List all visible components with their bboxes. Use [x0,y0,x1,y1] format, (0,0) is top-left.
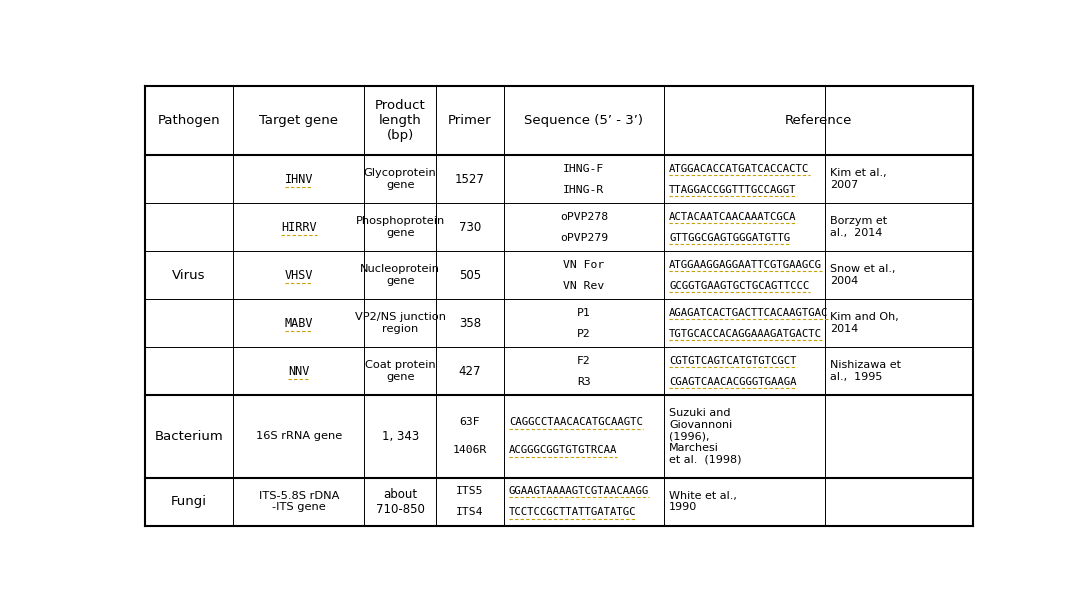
Text: GGAAGTAAAAGTCGTAACAAGG: GGAAGTAAAAGTCGTAACAAGG [509,486,649,496]
Text: TGTGCACCACAGGAAAGATGACTC: TGTGCACCACAGGAAAGATGACTC [669,329,822,339]
Text: Product
length
(bp): Product length (bp) [375,99,425,142]
Text: R3: R3 [577,377,591,386]
Text: VN Rev: VN Rev [564,281,605,291]
Text: Virus: Virus [172,269,206,282]
Text: Nucleoprotein
gene: Nucleoprotein gene [360,264,440,286]
Text: HIRRV: HIRRV [281,221,317,234]
Text: ITS-5.8S rDNA
-ITS gene: ITS-5.8S rDNA -ITS gene [258,491,339,513]
Text: 63F: 63F [460,417,481,427]
Text: Suzuki and
Giovannoni
(1996),
Marchesi
et al.  (1998): Suzuki and Giovannoni (1996), Marchesi e… [669,408,742,465]
Text: CAGGCCTAACACATGCAAGTC: CAGGCCTAACACATGCAAGTC [509,417,643,427]
Text: GTTGGCGAGTGGGATGTTG: GTTGGCGAGTGGGATGTTG [669,233,790,243]
Text: P2: P2 [577,329,591,339]
Text: Bacterium: Bacterium [155,430,223,443]
Text: Kim et al.,
2007: Kim et al., 2007 [829,168,886,190]
Text: GCGGTGAAGTGCTGCAGTTCCC: GCGGTGAAGTGCTGCAGTTCCC [669,281,810,291]
Text: Sequence (5’ - 3’): Sequence (5’ - 3’) [524,114,643,127]
Text: P1: P1 [577,308,591,317]
Text: F2: F2 [577,356,591,365]
Text: ITS4: ITS4 [457,507,484,517]
Text: TCCTCCGCTTATTGATATGC: TCCTCCGCTTATTGATATGC [509,507,637,517]
Text: ATGGACACCATGATCACCACTC: ATGGACACCATGATCACCACTC [669,163,810,174]
Text: Phosphoprotein
gene: Phosphoprotein gene [355,216,445,238]
Text: IHNV: IHNV [284,172,313,186]
Text: Kim and Oh,
2014: Kim and Oh, 2014 [829,313,898,334]
Text: oPVP279: oPVP279 [560,233,608,243]
Text: Borzym et
al.,  2014: Borzym et al., 2014 [829,216,887,238]
Text: 730: 730 [459,221,481,234]
Text: Coat protein
gene: Coat protein gene [365,360,436,382]
Text: Target gene: Target gene [259,114,338,127]
Text: CGAGTCAACACGGGTGAAGA: CGAGTCAACACGGGTGAAGA [669,377,797,386]
Text: 1527: 1527 [455,172,485,186]
Text: 1406R: 1406R [452,445,487,456]
Text: Glycoprotein
gene: Glycoprotein gene [364,168,437,190]
Text: 1, 343: 1, 343 [382,430,419,443]
Text: 16S rRNA gene: 16S rRNA gene [256,432,342,441]
Text: ITS5: ITS5 [457,486,484,496]
Text: Nishizawa et
al.,  1995: Nishizawa et al., 1995 [829,360,900,382]
Text: VP2/NS junction
region: VP2/NS junction region [354,313,446,334]
Text: TTAGGACCGGTTTGCCAGGT: TTAGGACCGGTTTGCCAGGT [669,185,797,195]
Text: CGTGTCAGTCATGTGTCGCT: CGTGTCAGTCATGTGTCGCT [669,356,797,365]
Text: Pathogen: Pathogen [158,114,220,127]
Text: AGAGATCACTGACTTCACAAGTGAC: AGAGATCACTGACTTCACAAGTGAC [669,308,828,317]
Text: ACGGGCGGTGTGTRCAA: ACGGGCGGTGTGTRCAA [509,445,617,456]
Text: Fungi: Fungi [171,495,207,508]
Text: Snow et al.,
2004: Snow et al., 2004 [829,264,895,286]
Text: IHNG-R: IHNG-R [564,185,605,195]
Text: VHSV: VHSV [284,269,313,282]
Text: IHNG-F: IHNG-F [564,163,605,174]
Text: 505: 505 [459,269,481,282]
Text: Primer: Primer [448,114,492,127]
Text: oPVP278: oPVP278 [560,212,608,222]
Text: MABV: MABV [284,317,313,329]
Text: 358: 358 [459,317,481,329]
Text: VN For: VN For [564,260,605,270]
Text: ATGGAAGGAGGAATTCGTGAAGCG: ATGGAAGGAGGAATTCGTGAAGCG [669,260,822,270]
Text: Reference: Reference [785,114,852,127]
Text: ACTACAATCAACAAATCGCA: ACTACAATCAACAAATCGCA [669,212,797,222]
Text: White et al.,
1990: White et al., 1990 [669,491,737,513]
Text: 427: 427 [459,365,481,377]
Text: about
710-850: about 710-850 [376,487,425,516]
Text: NNV: NNV [288,365,310,377]
